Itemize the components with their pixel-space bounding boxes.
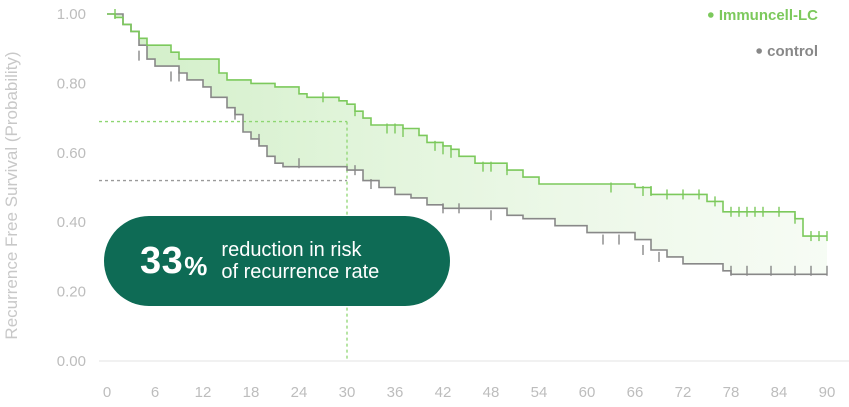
- x-tick-label-8: 48: [483, 384, 500, 401]
- control-line: [107, 13, 827, 276]
- x-tick-label-1: 6: [151, 384, 159, 401]
- x-tick-label-4: 24: [291, 384, 308, 401]
- x-tick-label-13: 78: [723, 384, 740, 401]
- callout-percent: 33: [140, 239, 184, 282]
- y-axis-label: Recurrence Free Survival (Probability): [2, 51, 21, 339]
- immuncell-line: [107, 13, 827, 237]
- x-tick-label-3: 18: [243, 384, 260, 401]
- callout-line-2: of recurrence rate: [221, 261, 380, 283]
- x-tick-label-14: 84: [771, 384, 788, 401]
- x-tick-label-15: 90: [819, 384, 836, 401]
- x-tick-label-2: 12: [195, 384, 212, 401]
- x-tick-label-5: 30: [339, 384, 356, 401]
- x-tick-label-7: 42: [435, 384, 452, 401]
- y-tick-label-5: 1.00: [57, 6, 86, 23]
- x-tick-label-6: 36: [387, 384, 404, 401]
- legend-entry-1: control: [767, 43, 818, 60]
- x-tick-label-10: 60: [579, 384, 596, 401]
- x-tick-label-0: 0: [103, 384, 111, 401]
- callout-percent-sign: %: [184, 250, 208, 281]
- y-tick-label-3: 0.60: [57, 145, 86, 162]
- x-tick-label-9: 54: [531, 384, 548, 401]
- y-tick-label-2: 0.40: [57, 214, 86, 231]
- callout-line-1: reduction in risk: [221, 239, 362, 261]
- legend-dot-0: [708, 12, 714, 18]
- x-tick-label-11: 66: [627, 384, 644, 401]
- callout-message: reduction in risk of recurrence rate: [221, 239, 379, 283]
- x-tick-label-12: 72: [675, 384, 692, 401]
- legend-entry-0: Immuncell-LC: [719, 7, 818, 24]
- y-tick-label-0: 0.00: [57, 353, 86, 370]
- legend-dot-1: [756, 48, 762, 54]
- reduction-callout: 33 % reduction in risk of recurrence rat…: [104, 216, 450, 306]
- difference-band: [107, 14, 827, 275]
- y-tick-label-1: 0.20: [57, 284, 86, 301]
- y-tick-label-4: 0.80: [57, 75, 86, 92]
